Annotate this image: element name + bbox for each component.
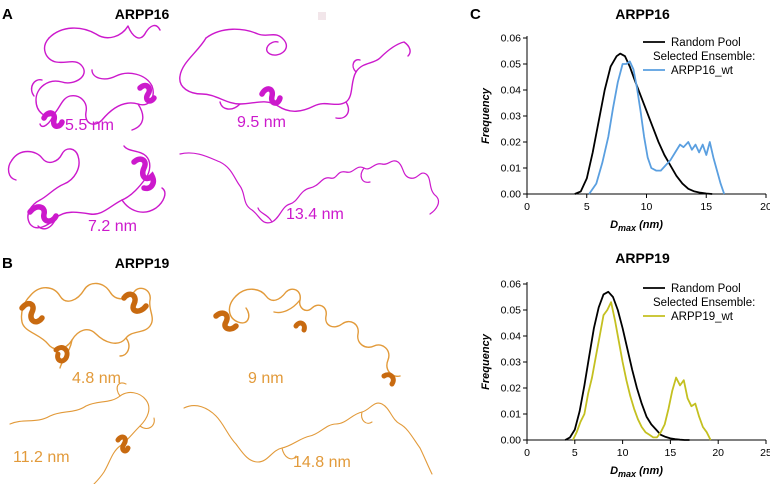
- arpp19-structure-3: [9, 382, 155, 484]
- y-tick-label: 0.02: [501, 383, 522, 395]
- arpp19-helix-2c: [381, 372, 396, 387]
- chart-title: ARPP19: [615, 250, 670, 266]
- arpp16-helix-1a: [41, 110, 65, 129]
- x-axis-label-sub: max: [618, 223, 637, 233]
- arpp16-structure-2: [179, 28, 411, 119]
- panel-a: A ARPP16 5.5 nm 9.5 nm: [2, 6, 440, 235]
- series-line-arpp16-wt: [588, 60, 726, 195]
- arpp16-helix-3b: [131, 156, 157, 192]
- arpp16-structure-4: [179, 152, 440, 224]
- size-label-5-5-nm: 5.5 nm: [65, 117, 114, 134]
- x-tick-label: 10: [617, 447, 629, 459]
- x-tick-label: 10: [641, 201, 653, 213]
- x-axis-label: Dmax (nm): [610, 465, 663, 479]
- panel-b: B ARPP19 4.8 nm 9 nm 11.2 nm: [2, 255, 433, 484]
- arpp16-helix-1b: [137, 82, 157, 104]
- y-tick-label: 0.04: [501, 85, 522, 97]
- arpp19-helix-2a: [213, 310, 239, 332]
- artifact-mark: [318, 12, 326, 20]
- arpp16-helix-2: [259, 86, 283, 106]
- panel-b-title: ARPP19: [115, 255, 170, 271]
- arpp19-structure-4: [183, 402, 433, 475]
- legend-label-selected: ARPP16_wt: [671, 65, 734, 77]
- arpp16-helix-3a: [27, 204, 59, 224]
- series-line-random-pool: [564, 290, 690, 441]
- y-tick-label: 0.03: [501, 357, 522, 369]
- panel-b-letter: B: [2, 255, 13, 272]
- y-axis-label: Frequency: [480, 87, 492, 144]
- size-label-14-8-nm: 14.8 nm: [293, 454, 351, 471]
- x-tick-label: 25: [760, 447, 770, 459]
- y-tick-label: 0.04: [501, 331, 522, 343]
- legend-header: Selected Ensemble:: [653, 51, 755, 63]
- y-tick-label: 0.01: [501, 409, 522, 421]
- y-tick-label: 0.06: [501, 279, 522, 291]
- size-label-9-nm: 9 nm: [248, 370, 284, 387]
- panel-a-title: ARPP16: [115, 6, 170, 22]
- panel-a-letter: A: [2, 6, 13, 23]
- x-axis-label: Dmax (nm): [610, 219, 663, 233]
- x-axis-label-main: D: [610, 219, 618, 231]
- x-axis-label-main: D: [610, 465, 618, 477]
- series-line-arpp19-wt: [572, 301, 712, 441]
- y-tick-label: 0.02: [501, 137, 522, 149]
- size-label-7-2-nm: 7.2 nm: [88, 218, 137, 235]
- x-tick-label: 0: [524, 447, 530, 459]
- y-axis-label: Frequency: [480, 333, 492, 390]
- y-tick-label: 0.05: [501, 59, 522, 71]
- x-tick-label: 20: [712, 447, 724, 459]
- x-axis-label-sub: max: [618, 469, 637, 479]
- x-tick-label: 20: [760, 201, 770, 213]
- chart-arpp16: ARPP16 0.00 0.01 0.02 0.03 0.04 0.05 0.06 0 5 10 15…: [480, 6, 770, 233]
- size-label-4-8-nm: 4.8 nm: [72, 370, 121, 387]
- panel-c: C ARPP16 0.00 0.01 0.02 0.03 0.04 0.05 0.06 0 5 10…: [470, 6, 770, 479]
- legend-label-selected: ARPP19_wt: [671, 311, 734, 323]
- arpp19-helix-1a: [19, 300, 45, 325]
- y-tick-label: 0.01: [501, 163, 522, 175]
- x-axis-label-unit: (nm): [636, 219, 663, 231]
- y-tick-label: 0.00: [501, 189, 522, 201]
- x-tick-label: 0: [524, 201, 530, 213]
- arpp19-structure-2: [228, 288, 401, 377]
- size-label-9-5-nm: 9.5 nm: [237, 114, 286, 131]
- y-tick-label: 0.03: [501, 111, 522, 123]
- legend-label-random-pool: Random Pool: [671, 283, 741, 295]
- x-axis-label-unit: (nm): [636, 465, 663, 477]
- size-label-13-4-nm: 13.4 nm: [286, 206, 344, 223]
- arpp19-helix-3: [115, 434, 131, 454]
- series-line-random-pool: [574, 52, 713, 195]
- x-tick-label: 5: [584, 201, 590, 213]
- x-tick-label: 15: [700, 201, 712, 213]
- arpp19-helix-1c: [53, 345, 70, 364]
- arpp19-helix-2b: [293, 320, 307, 333]
- size-label-11-2-nm: 11.2 nm: [13, 449, 70, 466]
- panel-c-letter: C: [470, 6, 481, 23]
- y-tick-label: 0.00: [501, 435, 522, 447]
- x-tick-label: 5: [572, 447, 578, 459]
- chart-title: ARPP16: [615, 6, 670, 22]
- chart-arpp19: ARPP19 0.00 0.01 0.02 0.03 0.04 0.05 0.06 0 5 10 15…: [480, 250, 770, 479]
- arpp19-helix-1b: [121, 291, 149, 314]
- x-tick-label: 15: [665, 447, 677, 459]
- y-tick-label: 0.05: [501, 305, 522, 317]
- legend-header: Selected Ensemble:: [653, 297, 755, 309]
- legend-label-random-pool: Random Pool: [671, 37, 741, 49]
- y-tick-label: 0.06: [501, 33, 522, 45]
